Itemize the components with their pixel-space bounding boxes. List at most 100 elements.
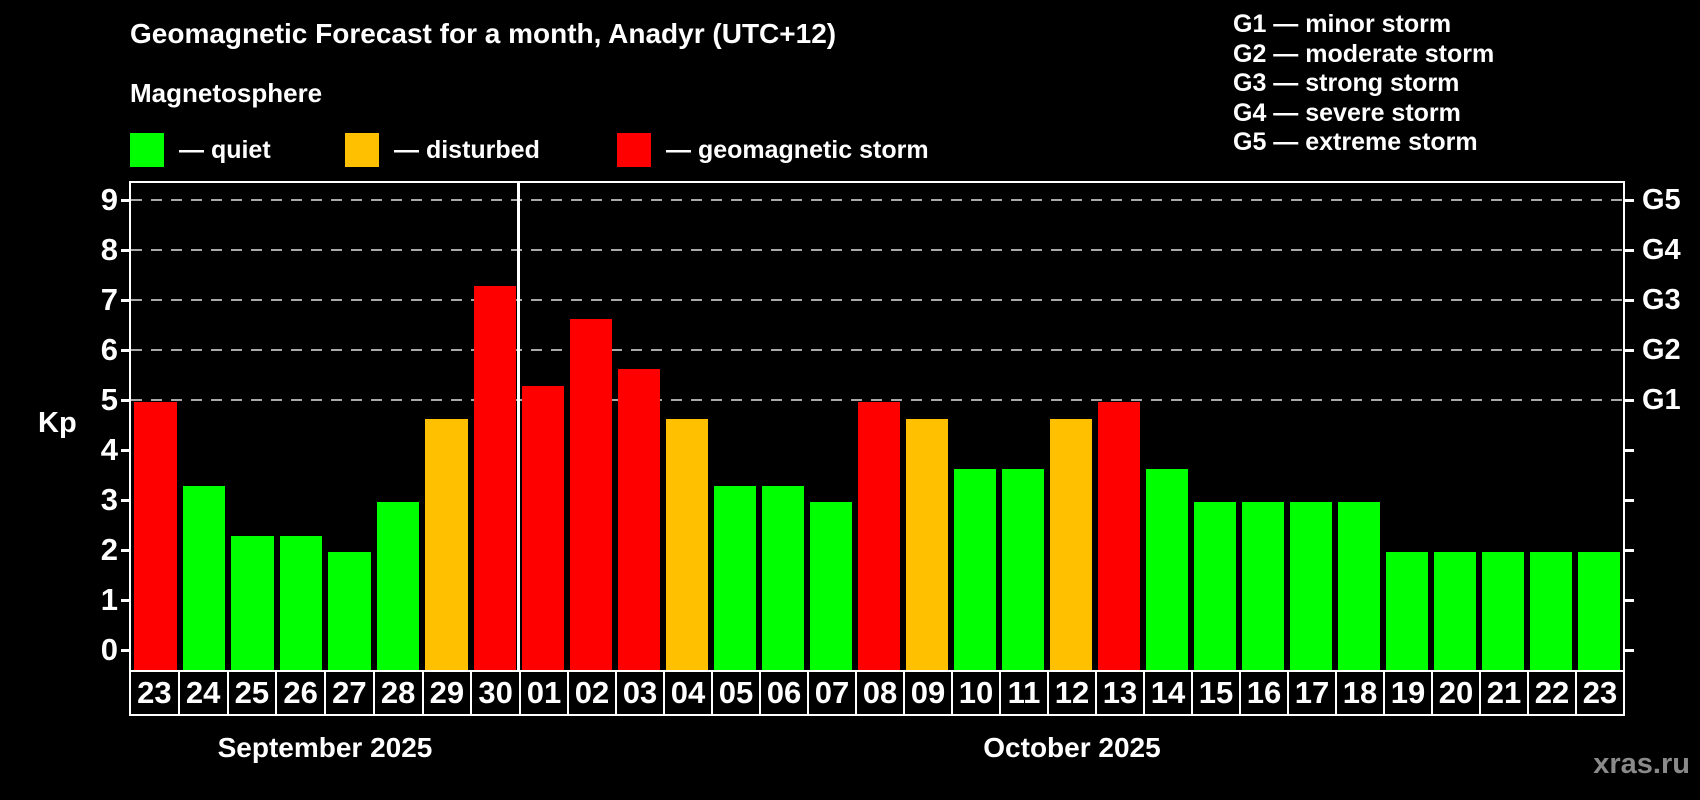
kp-bar-october-18 <box>1338 502 1380 670</box>
y-axis-label-5: 5 <box>100 382 118 417</box>
day-label-04: 04 <box>663 672 711 714</box>
gridline-kp8 <box>131 249 1623 251</box>
y-axis-label-8: 8 <box>100 232 118 267</box>
kp-bar-october-23 <box>1578 552 1620 670</box>
legend-label-quiet: — quiet <box>179 135 271 164</box>
y-axis-label-7: 7 <box>100 282 118 317</box>
kp-bar-october-03 <box>618 368 660 670</box>
kp-bar-october-09 <box>906 418 948 670</box>
y-axis-tick-right <box>1625 599 1634 602</box>
day-label-17: 17 <box>1287 672 1335 714</box>
y-axis-label-1: 1 <box>100 582 118 617</box>
y-axis-tick-left <box>121 399 130 402</box>
g-axis-label-g2: G2 <box>1642 334 1681 366</box>
gridline-kp7 <box>131 299 1623 301</box>
g-scale-legend: G1 — minor storm G2 — moderate storm G3 — … <box>1233 10 1494 158</box>
y-axis-label-0: 0 <box>100 632 118 667</box>
y-axis-tick-left <box>121 349 130 352</box>
g-legend-line: G5 — extreme storm <box>1233 128 1478 156</box>
kp-bar-october-11 <box>1002 468 1044 670</box>
day-label-16: 16 <box>1239 672 1287 714</box>
plot-area <box>129 181 1625 670</box>
day-labels-september: 23 24 25 26 27 28 29 30 <box>129 670 521 716</box>
day-label-08: 08 <box>855 672 903 714</box>
day-label-05: 05 <box>711 672 759 714</box>
day-label-19: 19 <box>1383 672 1431 714</box>
kp-bar-october-13 <box>1098 402 1140 670</box>
kp-bar-october-22 <box>1530 552 1572 670</box>
kp-bar-october-05 <box>714 485 756 670</box>
y-axis-tick-left <box>121 649 130 652</box>
day-label-30: 30 <box>470 672 519 714</box>
day-label-26: 26 <box>275 672 324 714</box>
y-axis-tick-right <box>1625 449 1634 452</box>
day-label-29: 29 <box>421 672 471 714</box>
y-axis-label-6: 6 <box>100 332 118 367</box>
kp-bar-september-23 <box>134 402 177 670</box>
kp-bar-september-28 <box>376 502 419 670</box>
kp-bar-october-15 <box>1194 502 1236 670</box>
y-axis-tick-right <box>1625 349 1634 352</box>
month-separator-line <box>517 183 520 670</box>
kp-bar-september-25 <box>231 535 274 670</box>
watermark-xras: xras.ru <box>1593 748 1690 780</box>
g-legend-line: G3 — strong storm <box>1233 69 1460 97</box>
month-label-september: September 2025 <box>217 732 433 763</box>
day-label-15: 15 <box>1191 672 1239 714</box>
kp-bar-september-29 <box>425 418 468 670</box>
day-label-25: 25 <box>226 672 276 714</box>
g-axis-label-g4: G4 <box>1642 234 1681 266</box>
storm-color-swatch <box>617 133 651 167</box>
kp-bar-october-10 <box>954 468 996 670</box>
kp-bar-september-24 <box>182 485 225 670</box>
y-axis-tick-left <box>121 199 130 202</box>
kp-bar-october-14 <box>1146 468 1188 670</box>
day-label-06: 06 <box>759 672 807 714</box>
kp-bar-october-21 <box>1482 552 1524 670</box>
day-label-09: 09 <box>903 672 951 714</box>
legend-item-disturbed: — disturbed <box>345 133 540 167</box>
gridline-kp9 <box>131 199 1623 201</box>
legend-label-storm: — geomagnetic storm <box>666 135 929 164</box>
g-legend-line: G4 — severe storm <box>1233 98 1461 127</box>
kp-bar-september-26 <box>279 535 322 670</box>
y-axis-label-9: 9 <box>100 182 118 217</box>
y-axis-label-2: 2 <box>100 532 118 567</box>
kp-bar-october-08 <box>858 402 900 670</box>
kp-bar-september-30 <box>473 285 516 670</box>
day-labels-october: 01 02 03 04 05 06 07 08 09 10 11 12 13 14 15 16 17 18 19 20… <box>519 670 1625 716</box>
day-label-27: 27 <box>324 672 373 714</box>
y-axis-tick-left <box>121 499 130 502</box>
y-axis-label-3: 3 <box>100 482 118 517</box>
y-axis-title: Kp <box>38 407 77 439</box>
day-label-23: 23 <box>1575 672 1623 714</box>
y-axis-tick-right <box>1625 499 1634 502</box>
y-axis-tick-left <box>121 449 130 452</box>
g-legend-line: G2 — moderate storm <box>1233 39 1495 68</box>
day-label-13: 13 <box>1095 672 1143 714</box>
y-axis-tick-right <box>1625 299 1634 302</box>
kp-bar-october-16 <box>1242 502 1284 670</box>
y-axis-tick-left <box>121 249 130 252</box>
day-label-01: 01 <box>526 675 562 710</box>
y-axis-label-4: 4 <box>100 432 118 467</box>
y-axis-tick-right <box>1625 649 1634 652</box>
y-axis-tick-right <box>1625 549 1634 552</box>
g-legend-line: G1 — minor storm <box>1233 10 1452 38</box>
y-axis-tick-right <box>1625 249 1634 252</box>
y-axis-tick-right <box>1625 199 1634 202</box>
kp-bar-october-07 <box>810 502 852 670</box>
kp-bar-october-02 <box>570 318 612 670</box>
quiet-color-swatch <box>130 133 164 167</box>
y-axis-tick-left <box>121 549 130 552</box>
day-label-22: 22 <box>1527 672 1575 714</box>
day-label-18: 18 <box>1335 672 1383 714</box>
y-axis-tick-left <box>121 599 130 602</box>
kp-bar-october-17 <box>1290 502 1332 670</box>
day-label-23: 23 <box>137 675 172 710</box>
magnetosphere-label: Magnetosphere <box>130 78 323 108</box>
month-label-october: October 2025 <box>983 732 1161 763</box>
gridline-kp5 <box>131 399 1623 401</box>
day-label-03: 03 <box>615 672 663 714</box>
